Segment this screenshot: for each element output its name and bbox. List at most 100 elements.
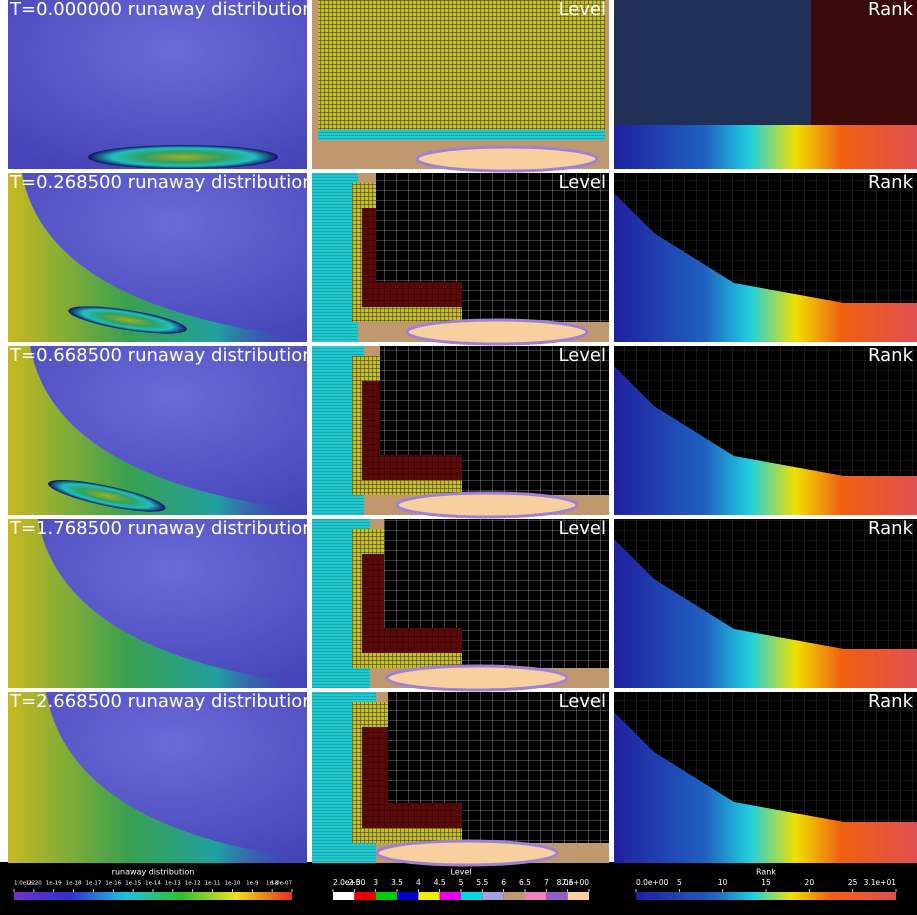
colorbar-tick-label: 7 [544, 878, 549, 887]
colorbar-tick-label: 25 [848, 878, 858, 887]
colorbar-tick-label: 2.0e+00 [333, 878, 366, 887]
colorbar-tick-label: 1e-18 [66, 881, 82, 887]
level-coarse [462, 455, 609, 495]
level-core [415, 145, 599, 173]
level-label: Level [558, 0, 606, 20]
colorbar-tick-label: 5 [459, 878, 464, 887]
colorbar-swatch [546, 892, 568, 900]
row: T=2.668500 runaway distribution Level Rank [8, 691, 917, 867]
rank-label: Rank [868, 345, 914, 366]
colorbar-tick-label: 1e-9 [246, 881, 259, 887]
colorbar-swatch [503, 892, 525, 900]
rank-band [614, 366, 917, 515]
colorbar-tick-label: 10 [718, 878, 728, 887]
rank-top [614, 0, 811, 130]
colorbar-tick-label: 1e-12 [185, 881, 201, 887]
level-coarse [388, 692, 609, 803]
time-label: T=1.768500 runaway distribution [9, 518, 314, 539]
colorbar-tick-label: 1e-11 [205, 881, 221, 887]
distribution-tail [8, 346, 307, 515]
colorbar [14, 892, 292, 900]
colorbar-tick-label: 5.5 [476, 878, 488, 887]
colorbar-tick-label: 3.1e+01 [864, 878, 897, 887]
level-label: Level [558, 691, 606, 712]
level-core [375, 839, 559, 867]
colorbar-tick-label: 1e-17 [85, 881, 101, 887]
colorbar-tick-label: 3.5 [391, 878, 403, 887]
colorbar-tick-label: 1e-13 [165, 881, 181, 887]
colorbar-tick-label: 5 [677, 878, 682, 887]
level-coarse [462, 628, 609, 668]
time-label: T=0.268500 runaway distribution [9, 172, 314, 193]
colorbar-tick-label: 1e-10 [224, 881, 240, 887]
rank-band [614, 193, 917, 342]
colorbar-tick-label: 4 [416, 878, 421, 887]
distribution-panel [8, 0, 307, 169]
time-label: T=0.668500 runaway distribution [9, 345, 314, 366]
rank-label: Rank [868, 0, 914, 20]
colorbar-tick-label: 1e-8 [266, 881, 279, 887]
row: T=0.268500 runaway distribution Level Rank [8, 172, 917, 346]
rank-label: Rank [868, 691, 914, 712]
level-core [395, 491, 579, 519]
colorbar-swatch [461, 892, 483, 900]
level-label: Level [558, 518, 606, 539]
rank-band [614, 125, 917, 169]
row: T=0.668500 runaway distribution Level Rank [8, 345, 917, 519]
colorbar-tick-label: 1e-19 [46, 881, 62, 887]
level-coarse [384, 519, 609, 628]
colorbar-tick-label: 6.5 [519, 878, 531, 887]
colorbar-tick-label: 3 [373, 878, 378, 887]
colorbar-tick-label: 6 [501, 878, 506, 887]
colorbar-swatch [567, 892, 589, 900]
level-grid [318, 0, 605, 130]
colorbar-tick-label: 4.5 [434, 878, 446, 887]
colorbar-swatch [397, 892, 419, 900]
colorbar-title: Level [450, 868, 471, 877]
distribution-tail [8, 519, 307, 688]
colorbar-tick-label: 7.5 [562, 878, 574, 887]
colorbar-swatch [354, 892, 376, 900]
distribution-blob [68, 306, 187, 334]
distribution-blob [88, 145, 278, 169]
colorbar-background [0, 862, 917, 915]
rank-band [614, 712, 917, 863]
distribution-tail [8, 692, 307, 863]
level-label: Level [558, 172, 606, 193]
colorbar-swatch [525, 892, 547, 900]
colorbar-tick-label: 2.5 [348, 878, 360, 887]
level-label: Level [558, 345, 606, 366]
colorbar-tick-label: 0.0e+00 [636, 878, 669, 887]
colorbar-tick-label: 1e-20 [26, 881, 42, 887]
colorbar-tick-label: 1e-15 [125, 881, 141, 887]
colorbar [636, 892, 896, 900]
colorbar-swatch [333, 892, 355, 900]
level-coarse [376, 173, 609, 282]
rank-label: Rank [868, 172, 914, 193]
colorbar-tick-label: 1e-16 [105, 881, 121, 887]
colorbar-tick-label: 1.0e-07 [271, 881, 293, 887]
level-cyan [312, 173, 358, 342]
level-core [385, 664, 569, 692]
colorbar-tick-label: 1e-14 [145, 881, 161, 887]
colorbar-swatch [482, 892, 504, 900]
time-label: T=2.668500 runaway distribution [9, 691, 314, 712]
distribution-tail [8, 173, 307, 342]
level-coarse [380, 346, 609, 455]
colorbar-tick-label: 1.0e-22 [14, 881, 35, 887]
colorbar-swatch [439, 892, 461, 900]
level-core [405, 318, 589, 346]
colorbar-swatch [418, 892, 440, 900]
rank-label: Rank [868, 518, 914, 539]
level-coarse [462, 803, 609, 843]
level-band [318, 130, 605, 140]
time-label: T=0.000000 runaway distribution [9, 0, 314, 20]
colorbar-tick-label: 20 [805, 878, 815, 887]
level-coarse [462, 282, 609, 322]
colorbar-tick-label: 8.0e+00 [557, 878, 590, 887]
colorbar-title: Rank [756, 868, 776, 877]
rank-band [614, 539, 917, 688]
colorbar-swatch [375, 892, 397, 900]
row: T=1.768500 runaway distribution Level Rank [8, 518, 917, 692]
